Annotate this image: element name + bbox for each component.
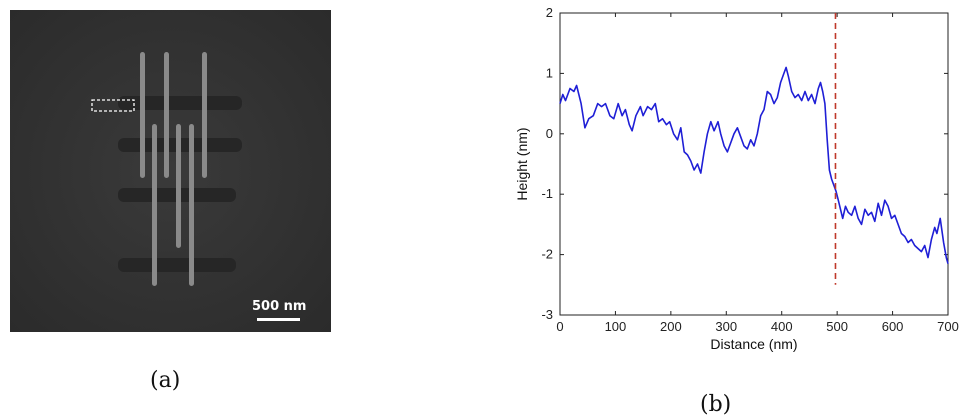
y-tick-label: -1 [541,186,553,201]
panel-label-b: (b) [700,392,732,417]
panel-label-a: (a) [150,368,181,393]
scale-bar-label: 500 nm [252,299,306,314]
x-tick-label: 200 [660,319,682,334]
sem-selection-box [91,99,135,112]
y-tick-label: -3 [541,307,553,322]
x-tick-label: 700 [937,319,959,334]
x-tick-label: 600 [882,319,904,334]
y-tick-label: 0 [546,126,553,141]
y-axis-label: Height (nm) [514,127,530,200]
y-tick-label: 2 [546,5,553,20]
x-tick-label: 500 [826,319,848,334]
x-axis-label: Distance (nm) [710,336,797,352]
plot-frame [559,12,949,316]
x-tick-label: 300 [715,319,737,334]
y-tick-label: -2 [541,247,553,262]
x-tick-label: 400 [771,319,793,334]
x-tick-label: 100 [605,319,627,334]
sem-background [10,10,331,332]
scale-bar [257,318,300,321]
height-profile-line [559,66,949,264]
y-tick-label: 1 [546,65,553,80]
sem-nanowires [140,52,207,286]
x-tick-label: 0 [556,319,563,334]
